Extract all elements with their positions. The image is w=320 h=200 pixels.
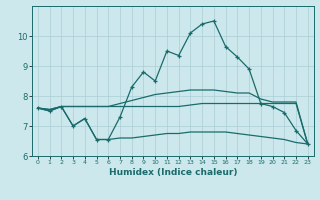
X-axis label: Humidex (Indice chaleur): Humidex (Indice chaleur) <box>108 168 237 177</box>
